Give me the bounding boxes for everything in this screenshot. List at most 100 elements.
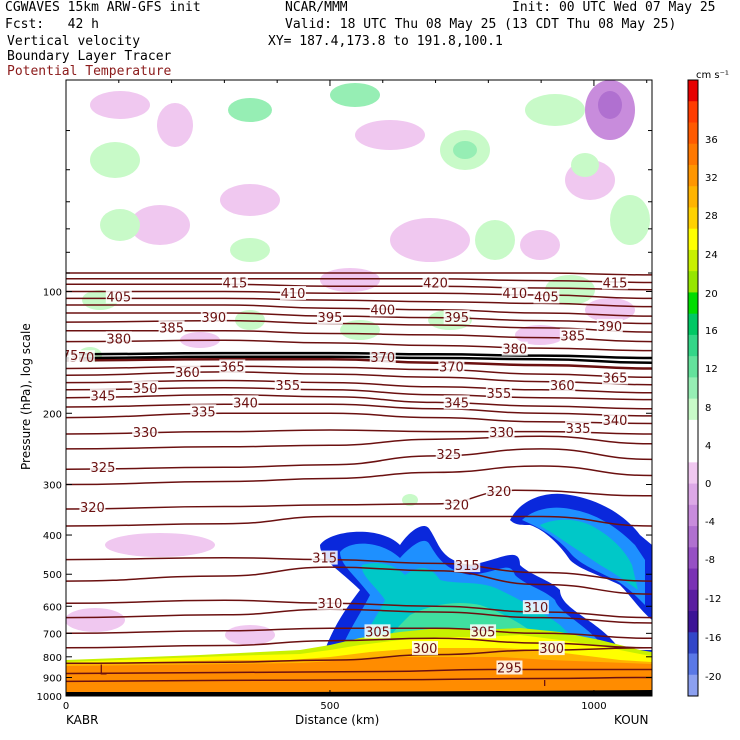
theta-label-420: 420 — [423, 276, 448, 291]
theta-contour-350 — [66, 387, 652, 401]
theta-label-bg — [435, 446, 462, 461]
theta-label-305: 305 — [471, 625, 496, 640]
theta-label-bg — [369, 302, 396, 317]
colorbar-swatch — [688, 334, 698, 357]
plot-frame — [65, 79, 653, 697]
colorbar-tick-label: -20 — [705, 672, 721, 683]
colorbar-swatch — [688, 356, 698, 378]
y-tick-label: 800 — [43, 653, 62, 664]
theta-contour-315 — [66, 556, 652, 582]
theta-label-bg — [602, 370, 629, 385]
theta-contour-323 — [66, 465, 652, 486]
potential-temperature-labels: 2962972953003003053053103103153153203203… — [54, 275, 629, 696]
theta-label-bg — [501, 285, 528, 300]
theta-label-bg — [316, 595, 343, 610]
colorbar-swatch — [688, 632, 698, 655]
theta-label-bg — [132, 424, 159, 439]
theta-label-370: 370 — [439, 360, 464, 375]
theta-contour-405 — [66, 297, 652, 308]
theta-label-325: 325 — [436, 448, 461, 463]
theta-label-365: 365 — [603, 371, 628, 386]
theta-label-385: 385 — [560, 330, 585, 345]
theta-label-bg — [602, 275, 629, 290]
w-negative-blob — [90, 91, 150, 119]
colorbar-tick-label: -12 — [705, 594, 721, 605]
theta-label-bg — [485, 385, 512, 400]
theta-label-bg — [522, 600, 549, 615]
w-negative-blob — [130, 205, 190, 245]
field-vertical-velocity: Vertical velocity — [7, 34, 141, 49]
colorbar-tick-label: 32 — [705, 173, 718, 184]
theta-label-bg — [221, 275, 248, 290]
colorbar-swatch — [688, 419, 698, 442]
theta-label-320: 320 — [444, 498, 469, 513]
theta-contour-298 — [66, 668, 652, 675]
y-tick-label: 600 — [43, 602, 62, 613]
init-time: Init: 00 UTC Wed 07 May 25 — [512, 0, 716, 15]
colorbar-tick-label: 4 — [705, 441, 711, 452]
theta-label-405: 405 — [106, 290, 131, 305]
theta-label-405: 405 — [534, 290, 559, 305]
colorbar-swatch — [688, 398, 698, 421]
w-negative-blob — [220, 184, 280, 216]
colorbar-tick-label: -4 — [705, 517, 715, 528]
y-tick-label: 200 — [43, 409, 62, 420]
colorbar-swatch — [688, 313, 698, 336]
w-positive-blob — [402, 494, 418, 506]
theta-label-410: 410 — [281, 287, 306, 302]
theta-contour-325 — [66, 448, 652, 470]
theta-label-bg — [200, 310, 227, 325]
colorbar-swatch — [688, 164, 698, 187]
theta-label-415: 415 — [223, 276, 248, 291]
w-negative-blob — [66, 608, 125, 632]
w-positive-blob — [90, 142, 140, 178]
theta-label-315: 315 — [312, 552, 337, 567]
y-tick-label: 500 — [43, 570, 62, 581]
vertical-velocity-field — [66, 80, 650, 645]
theta-contour-296 — [66, 676, 652, 683]
colorbar-tick-label: -16 — [705, 633, 721, 644]
theta-label-365: 365 — [220, 360, 245, 375]
theta-label-bg — [132, 380, 159, 395]
colorbar-swatch — [688, 547, 698, 570]
theta-label-305: 305 — [365, 625, 390, 640]
colorbar-swatch — [688, 80, 698, 102]
y-tick-label: 900 — [43, 673, 62, 684]
theta-label-345: 345 — [444, 396, 469, 411]
theta-label-360: 360 — [175, 366, 200, 381]
theta-label-bg — [565, 421, 592, 436]
w-negative-blob — [157, 103, 193, 147]
colorbar-swatch — [688, 568, 698, 591]
theta-contour-308 — [66, 608, 652, 624]
theta-label-370: 370 — [370, 351, 395, 366]
theta-contour-415 — [66, 283, 652, 291]
theta-label-335: 335 — [566, 422, 591, 437]
theta-label-bg — [538, 641, 565, 656]
model-title: CGWAVES 15km ARW-GFS init — [5, 0, 201, 15]
colorbar-swatch — [688, 653, 698, 676]
theta-label-bg — [422, 275, 449, 290]
colorbar-tick-label: -8 — [705, 555, 715, 566]
theta-contour-395 — [66, 312, 652, 325]
theta-label-bg — [79, 500, 106, 515]
theta-label-320: 320 — [80, 501, 105, 516]
colorbar-tick-label: 16 — [705, 326, 718, 337]
theta-label-bg — [443, 395, 470, 410]
colorbar-tick-label: 20 — [705, 289, 718, 300]
theta-label-300: 300 — [539, 642, 564, 657]
theta-label-360: 360 — [550, 379, 575, 394]
w-positive-blob — [235, 310, 265, 330]
end-station-label: KOUN — [614, 713, 648, 727]
theta-label-400: 400 — [370, 303, 395, 318]
theta-label-320: 320 — [486, 485, 511, 500]
colorbar-tick-label: 24 — [705, 250, 718, 261]
colorbar-units: cm s⁻¹ — [696, 70, 729, 81]
theta-label-bg — [602, 412, 629, 427]
field-potential-temperature: Potential Temperature — [7, 64, 172, 79]
colorbar-tick-label: 0 — [705, 479, 711, 490]
theta-label-375: 375 — [54, 349, 79, 364]
theta-label-bg — [174, 365, 201, 380]
theta-label-315: 315 — [455, 559, 480, 574]
w-negative-blob — [225, 625, 275, 645]
